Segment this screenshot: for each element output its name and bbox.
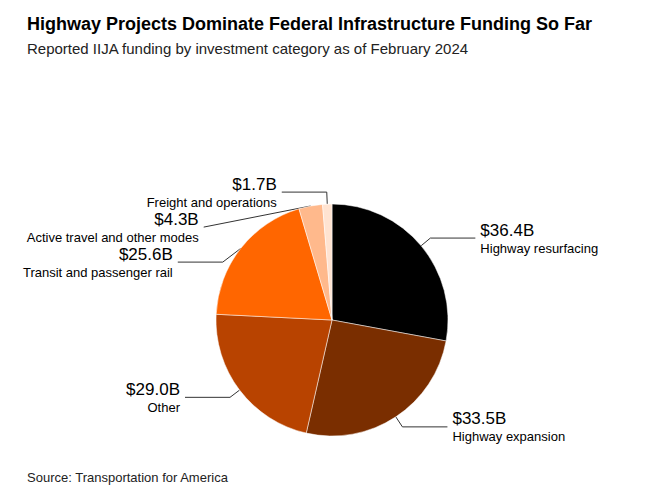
svg-text:Highway expansion: Highway expansion [452,429,565,444]
svg-text:Transit and passenger rail: Transit and passenger rail [23,265,173,280]
svg-text:Reported IIJA funding by inves: Reported IIJA funding by investment cate… [27,40,468,57]
svg-text:Freight and operations: Freight and operations [147,195,278,210]
svg-text:Source: Transportation for Ame: Source: Transportation for America [27,470,229,485]
svg-text:$36.4B: $36.4B [480,221,534,240]
svg-text:Active travel and other modes: Active travel and other modes [27,230,199,245]
svg-text:$29.0B: $29.0B [126,380,180,399]
svg-text:Highway resurfacing: Highway resurfacing [480,241,598,256]
svg-text:Other: Other [147,400,180,415]
svg-text:$33.5B: $33.5B [452,409,506,428]
svg-text:$4.3B: $4.3B [154,210,198,229]
svg-text:$1.7B: $1.7B [232,175,276,194]
svg-text:Highway Projects Dominate Fede: Highway Projects Dominate Federal Infras… [27,14,592,34]
svg-text:$25.6B: $25.6B [119,245,173,264]
